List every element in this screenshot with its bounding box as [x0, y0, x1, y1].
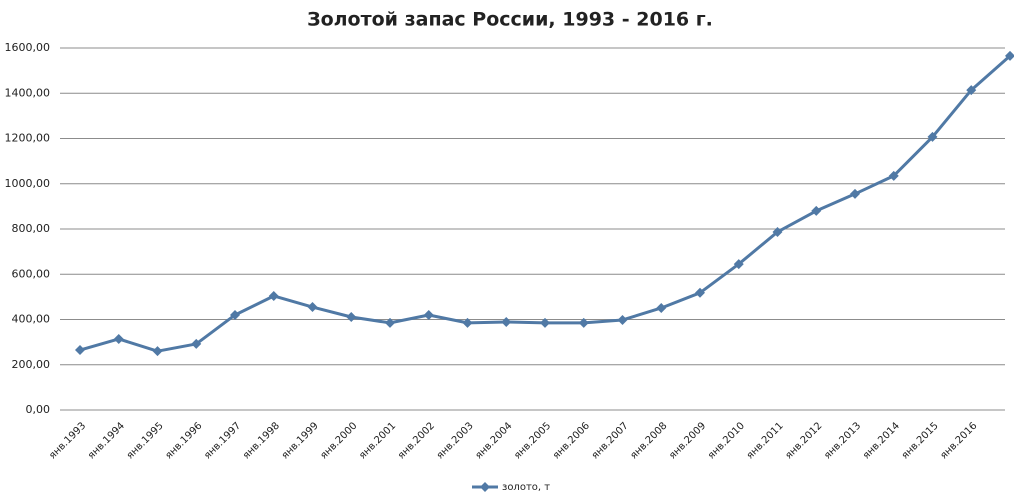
- data-point: [230, 309, 240, 320]
- y-tick-label: 400,00: [12, 313, 51, 326]
- x-tick-label: янв.1995: [125, 420, 166, 461]
- data-point: [501, 316, 512, 327]
- y-tick-label: 1000,00: [5, 177, 51, 190]
- x-tick-label: янв.2005: [512, 420, 553, 461]
- data-point: [850, 188, 860, 199]
- x-tick-label: янв.1999: [280, 420, 321, 461]
- y-tick-label: 600,00: [12, 267, 51, 280]
- x-tick-label: янв.2009: [667, 420, 708, 461]
- data-point: [152, 346, 163, 357]
- series-line: [79, 54, 1011, 353]
- x-tick-label: янв.2006: [551, 420, 592, 461]
- data-point: [927, 131, 938, 142]
- x-tick-label: янв.2014: [861, 420, 902, 461]
- data-point: [733, 259, 744, 270]
- data-point: [423, 309, 434, 320]
- x-tick-label: янв.2011: [745, 420, 786, 461]
- y-tick-label: 1200,00: [5, 132, 51, 145]
- y-tick-label: 1400,00: [5, 86, 51, 99]
- data-point: [811, 205, 822, 216]
- data-point: [540, 317, 550, 328]
- y-tick-label: 800,00: [12, 222, 51, 235]
- x-tick-label: янв.2012: [783, 420, 824, 461]
- data-point: [113, 333, 124, 344]
- data-point: [462, 317, 473, 328]
- data-point: [307, 302, 318, 313]
- x-tick-label: янв.2002: [396, 420, 437, 461]
- x-tick-label: янв.2008: [628, 420, 669, 461]
- x-tick-label: янв.2007: [590, 420, 631, 461]
- legend-label: золото, т: [502, 482, 550, 493]
- x-tick-label: янв.2003: [435, 420, 476, 461]
- x-tick-label: янв.2013: [822, 420, 863, 461]
- data-point: [966, 85, 977, 96]
- data-point: [385, 317, 395, 328]
- data-point: [75, 345, 85, 356]
- y-tick-label: 1600,00: [5, 41, 51, 54]
- data-point: [578, 317, 589, 328]
- data-point: [772, 226, 783, 237]
- x-tick-label: янв.2010: [706, 420, 747, 461]
- x-tick-label: янв.1994: [86, 420, 127, 461]
- x-tick-label: янв.1993: [47, 420, 88, 461]
- x-tick-label: янв.1997: [202, 420, 243, 461]
- data-point: [191, 338, 202, 349]
- x-tick-label: янв.1996: [163, 420, 204, 461]
- x-tick-label: янв.2001: [357, 420, 398, 461]
- data-point: [346, 312, 357, 323]
- x-tick-label: янв.2015: [900, 420, 941, 461]
- y-tick-label: 200,00: [12, 358, 51, 371]
- data-point: [656, 302, 667, 313]
- x-tick-label: янв.2016: [938, 420, 979, 461]
- x-tick-label: янв.1998: [241, 420, 282, 461]
- chart-title: Золотой запас России, 1993 - 2016 г.: [307, 9, 713, 31]
- data-point: [1005, 50, 1014, 61]
- data-point: [888, 170, 899, 181]
- x-tick-label: янв.2000: [318, 420, 359, 461]
- data-point: [695, 287, 705, 298]
- y-tick-label: 0,00: [26, 403, 51, 416]
- data-point: [268, 290, 279, 301]
- legend-marker: [480, 482, 490, 492]
- x-tick-label: янв.2004: [473, 420, 514, 461]
- data-point: [617, 314, 628, 325]
